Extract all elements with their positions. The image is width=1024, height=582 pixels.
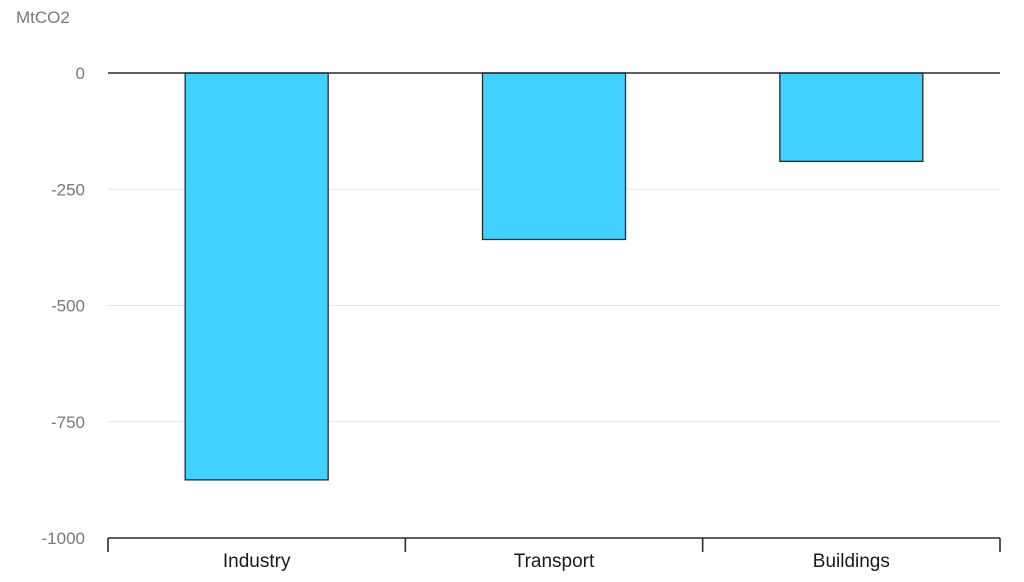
y-tick-label: -1000 <box>42 529 85 548</box>
y-axis-label: MtCO2 <box>16 8 70 27</box>
x-tick-label: Buildings <box>813 551 890 572</box>
x-tick-label: Industry <box>223 551 291 572</box>
y-tick-label: -750 <box>51 413 85 432</box>
axes <box>107 72 1001 552</box>
y-tick-label: -250 <box>51 180 85 199</box>
y-tick-label: 0 <box>76 64 85 83</box>
x-tick-label: Transport <box>514 551 595 572</box>
bar-buildings <box>779 72 924 162</box>
y-tick-label: -500 <box>51 297 85 316</box>
bars <box>184 72 924 481</box>
tick-labels: 0 -250 -500 -750 -1000 Industry Transport Build… <box>42 64 890 572</box>
bar-industry <box>184 72 329 481</box>
bar-transport <box>481 72 627 241</box>
